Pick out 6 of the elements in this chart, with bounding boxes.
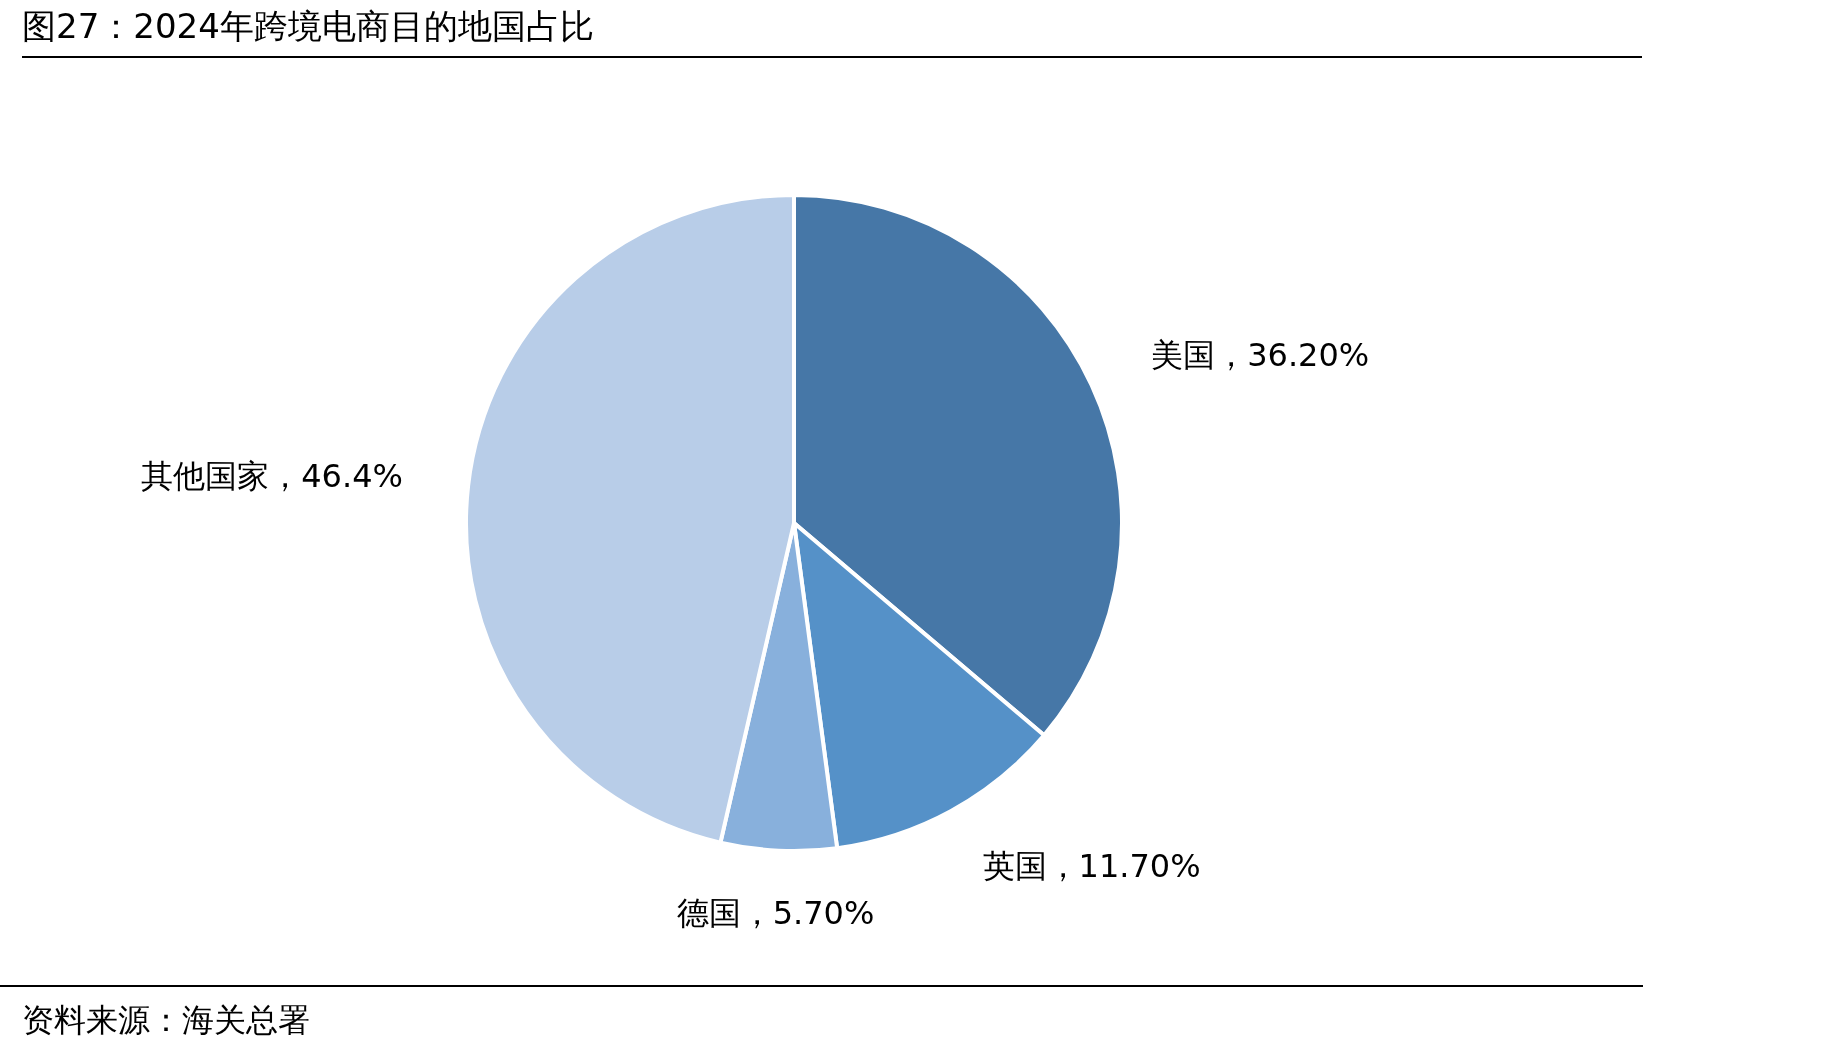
slice-label: 英国，11.70% xyxy=(982,846,1201,885)
slice-label: 德国，5.70% xyxy=(676,894,875,933)
chart-title: 图27：2024年跨境电商目的地国占比 xyxy=(22,2,1642,58)
slice-label: 其他国家，46.4% xyxy=(141,456,403,495)
text: 资料来源：海关总署 xyxy=(0,985,1643,1055)
slice-label: 美国，36.20% xyxy=(1151,335,1370,374)
